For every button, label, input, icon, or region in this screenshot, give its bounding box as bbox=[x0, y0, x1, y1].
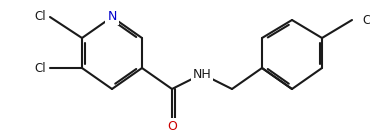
Text: Cl: Cl bbox=[34, 61, 46, 75]
Text: Cl: Cl bbox=[362, 13, 370, 27]
Text: O: O bbox=[167, 120, 177, 132]
Text: Cl: Cl bbox=[34, 10, 46, 24]
Text: NH: NH bbox=[193, 67, 211, 81]
Text: N: N bbox=[107, 10, 117, 24]
